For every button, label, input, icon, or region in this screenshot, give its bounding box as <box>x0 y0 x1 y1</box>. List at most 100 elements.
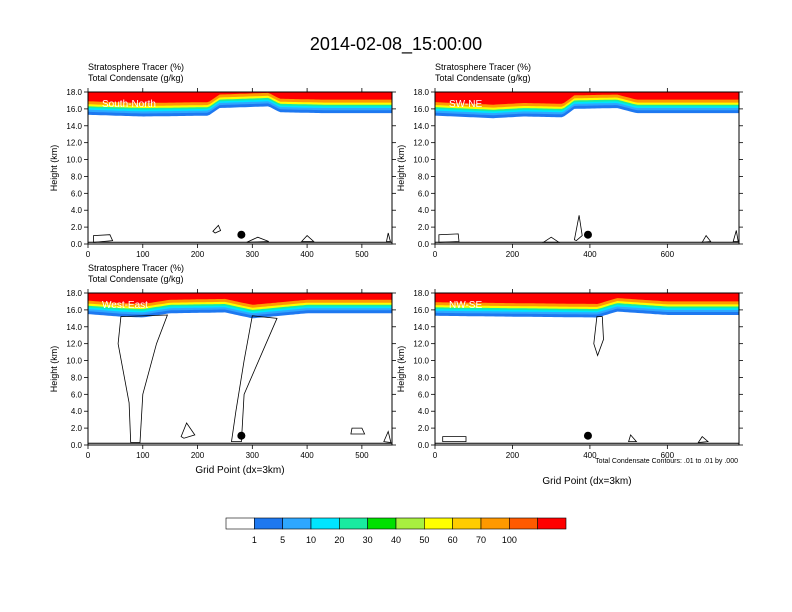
condensate-contour <box>573 215 583 242</box>
x-tick-label: 400 <box>583 451 597 460</box>
colorbar-swatch <box>424 517 453 530</box>
y-tick-label: 12.0 <box>413 340 429 349</box>
y-tick-label: 6.0 <box>71 390 83 399</box>
plot-area <box>88 293 392 445</box>
x-axis-label: Grid Point (dx=3km) <box>542 476 631 487</box>
tracer-band-100 <box>88 293 392 305</box>
plot-area <box>88 92 392 244</box>
colorbar-label: 10 <box>306 535 316 545</box>
y-tick-label: 4.0 <box>418 407 430 416</box>
condensate-contour <box>231 315 278 442</box>
colorbar-swatch <box>395 517 425 530</box>
x-tick-label: 100 <box>136 250 150 259</box>
colorbar-swatch <box>367 517 397 530</box>
colorbar-label: 1 <box>252 535 257 545</box>
x-tick-label: 400 <box>583 250 597 259</box>
colorbar-label: 50 <box>419 535 429 545</box>
y-tick-label: 6.0 <box>71 189 83 198</box>
colorbar-label: 100 <box>502 535 517 545</box>
location-marker <box>237 431 246 440</box>
y-tick-label: 14.0 <box>413 122 429 131</box>
y-tick-label: 4.0 <box>71 206 83 215</box>
x-tick-label: 200 <box>506 451 520 460</box>
panel-label: NW-SE <box>449 300 482 311</box>
y-tick-label: 6.0 <box>418 390 430 399</box>
panel-bottom-left: 0.0 2.0 4.0 6.0 8.0 10.0 12.0 14.0 16.0 18.0 0 100 2… <box>49 263 396 476</box>
panels: 0.0 2.0 4.0 6.0 8.0 10.0 12.0 14.0 16.0 18.0 0 100 2… <box>49 62 743 487</box>
y-tick-label: 16.0 <box>413 306 429 315</box>
axes-frame <box>87 292 393 446</box>
y-tick-label: 10.0 <box>413 357 429 366</box>
x-tick-label: 500 <box>355 250 369 259</box>
colorbar-swatch <box>452 517 482 530</box>
colorbar-swatch <box>254 517 283 530</box>
panel-bottom-right: 0.0 2.0 4.0 6.0 8.0 10.0 12.0 14.0 16.0 18.0 0 200 4… <box>396 289 743 487</box>
colorbar-swatch <box>509 517 538 530</box>
y-tick-label: 12.0 <box>66 139 82 148</box>
condensate-contour <box>386 232 391 242</box>
x-tick-label: 600 <box>661 451 675 460</box>
panel-label: SW-NE <box>449 99 482 110</box>
panel-title-tracer: Stratosphere Tracer (%) <box>88 263 184 273</box>
x-tick-label: 200 <box>506 250 520 259</box>
y-tick-label: 16.0 <box>66 105 82 114</box>
condensate-contour <box>593 316 604 357</box>
panel-label: South-North <box>102 99 156 110</box>
x-tick-label: 400 <box>300 250 314 259</box>
condensate-contour <box>350 427 366 435</box>
y-tick-label: 8.0 <box>418 172 430 181</box>
panel-label: West-East <box>102 300 148 311</box>
condensate-contour <box>300 235 315 242</box>
colorbar-label: 40 <box>391 535 401 545</box>
y-tick-label: 4.0 <box>71 407 83 416</box>
y-axis-label: Height (km) <box>396 145 406 192</box>
colorbar-swatch <box>537 517 567 530</box>
y-tick-label: 16.0 <box>66 306 82 315</box>
condensate-contour <box>628 434 638 442</box>
panel-top-right: 0.0 2.0 4.0 6.0 8.0 10.0 12.0 14.0 16.0 18.0 0 200 4… <box>396 62 743 259</box>
axes-frame <box>434 91 740 245</box>
y-tick-label: 2.0 <box>418 424 430 433</box>
colorbar-swatch <box>225 517 255 530</box>
colorbar-label: 60 <box>448 535 458 545</box>
plot-background <box>88 92 392 244</box>
y-tick-label: 0.0 <box>418 240 430 249</box>
condensate-contour <box>442 436 467 442</box>
y-tick-label: 12.0 <box>413 139 429 148</box>
plot-background <box>88 293 392 445</box>
colorbar-label: 5 <box>280 535 285 545</box>
plot-area <box>435 92 739 244</box>
y-axis-label: Height (km) <box>396 346 406 393</box>
x-tick-label: 200 <box>191 250 205 259</box>
location-marker <box>583 230 592 239</box>
y-tick-label: 0.0 <box>71 240 83 249</box>
y-tick-label: 10.0 <box>66 357 82 366</box>
y-tick-label: 10.0 <box>66 156 82 165</box>
y-tick-label: 8.0 <box>71 373 83 382</box>
y-tick-label: 18.0 <box>66 88 82 97</box>
contour-footnote: Total Condensate Contours: .01 to .01 by… <box>595 458 738 465</box>
condensate-contour <box>180 422 196 439</box>
panel-title-tracer: Stratosphere Tracer (%) <box>88 62 184 72</box>
panel-title-tracer: Stratosphere Tracer (%) <box>435 62 531 72</box>
colorbar-swatch <box>282 517 312 530</box>
y-tick-label: 14.0 <box>413 323 429 332</box>
panel-title-condensate: Total Condensate (g/kg) <box>435 73 531 83</box>
x-axis-label: Grid Point (dx=3km) <box>195 465 284 476</box>
y-tick-label: 0.0 <box>71 441 83 450</box>
y-tick-label: 16.0 <box>413 105 429 114</box>
plot-area <box>435 293 739 445</box>
colorbar-label: 30 <box>363 535 373 545</box>
colorbar: 1 5 10 20 30 40 50 60 70 100 <box>225 517 567 545</box>
x-tick-label: 500 <box>355 451 369 460</box>
y-axis-label: Height (km) <box>49 145 59 192</box>
x-tick-label: 0 <box>433 451 438 460</box>
tracer-band-100 <box>88 92 392 103</box>
condensate-contour <box>212 224 222 234</box>
y-tick-label: 6.0 <box>418 189 430 198</box>
y-tick-label: 18.0 <box>413 289 429 298</box>
condensate-contour <box>732 230 739 242</box>
colorbar-swatch <box>339 517 368 530</box>
location-marker <box>583 431 592 440</box>
